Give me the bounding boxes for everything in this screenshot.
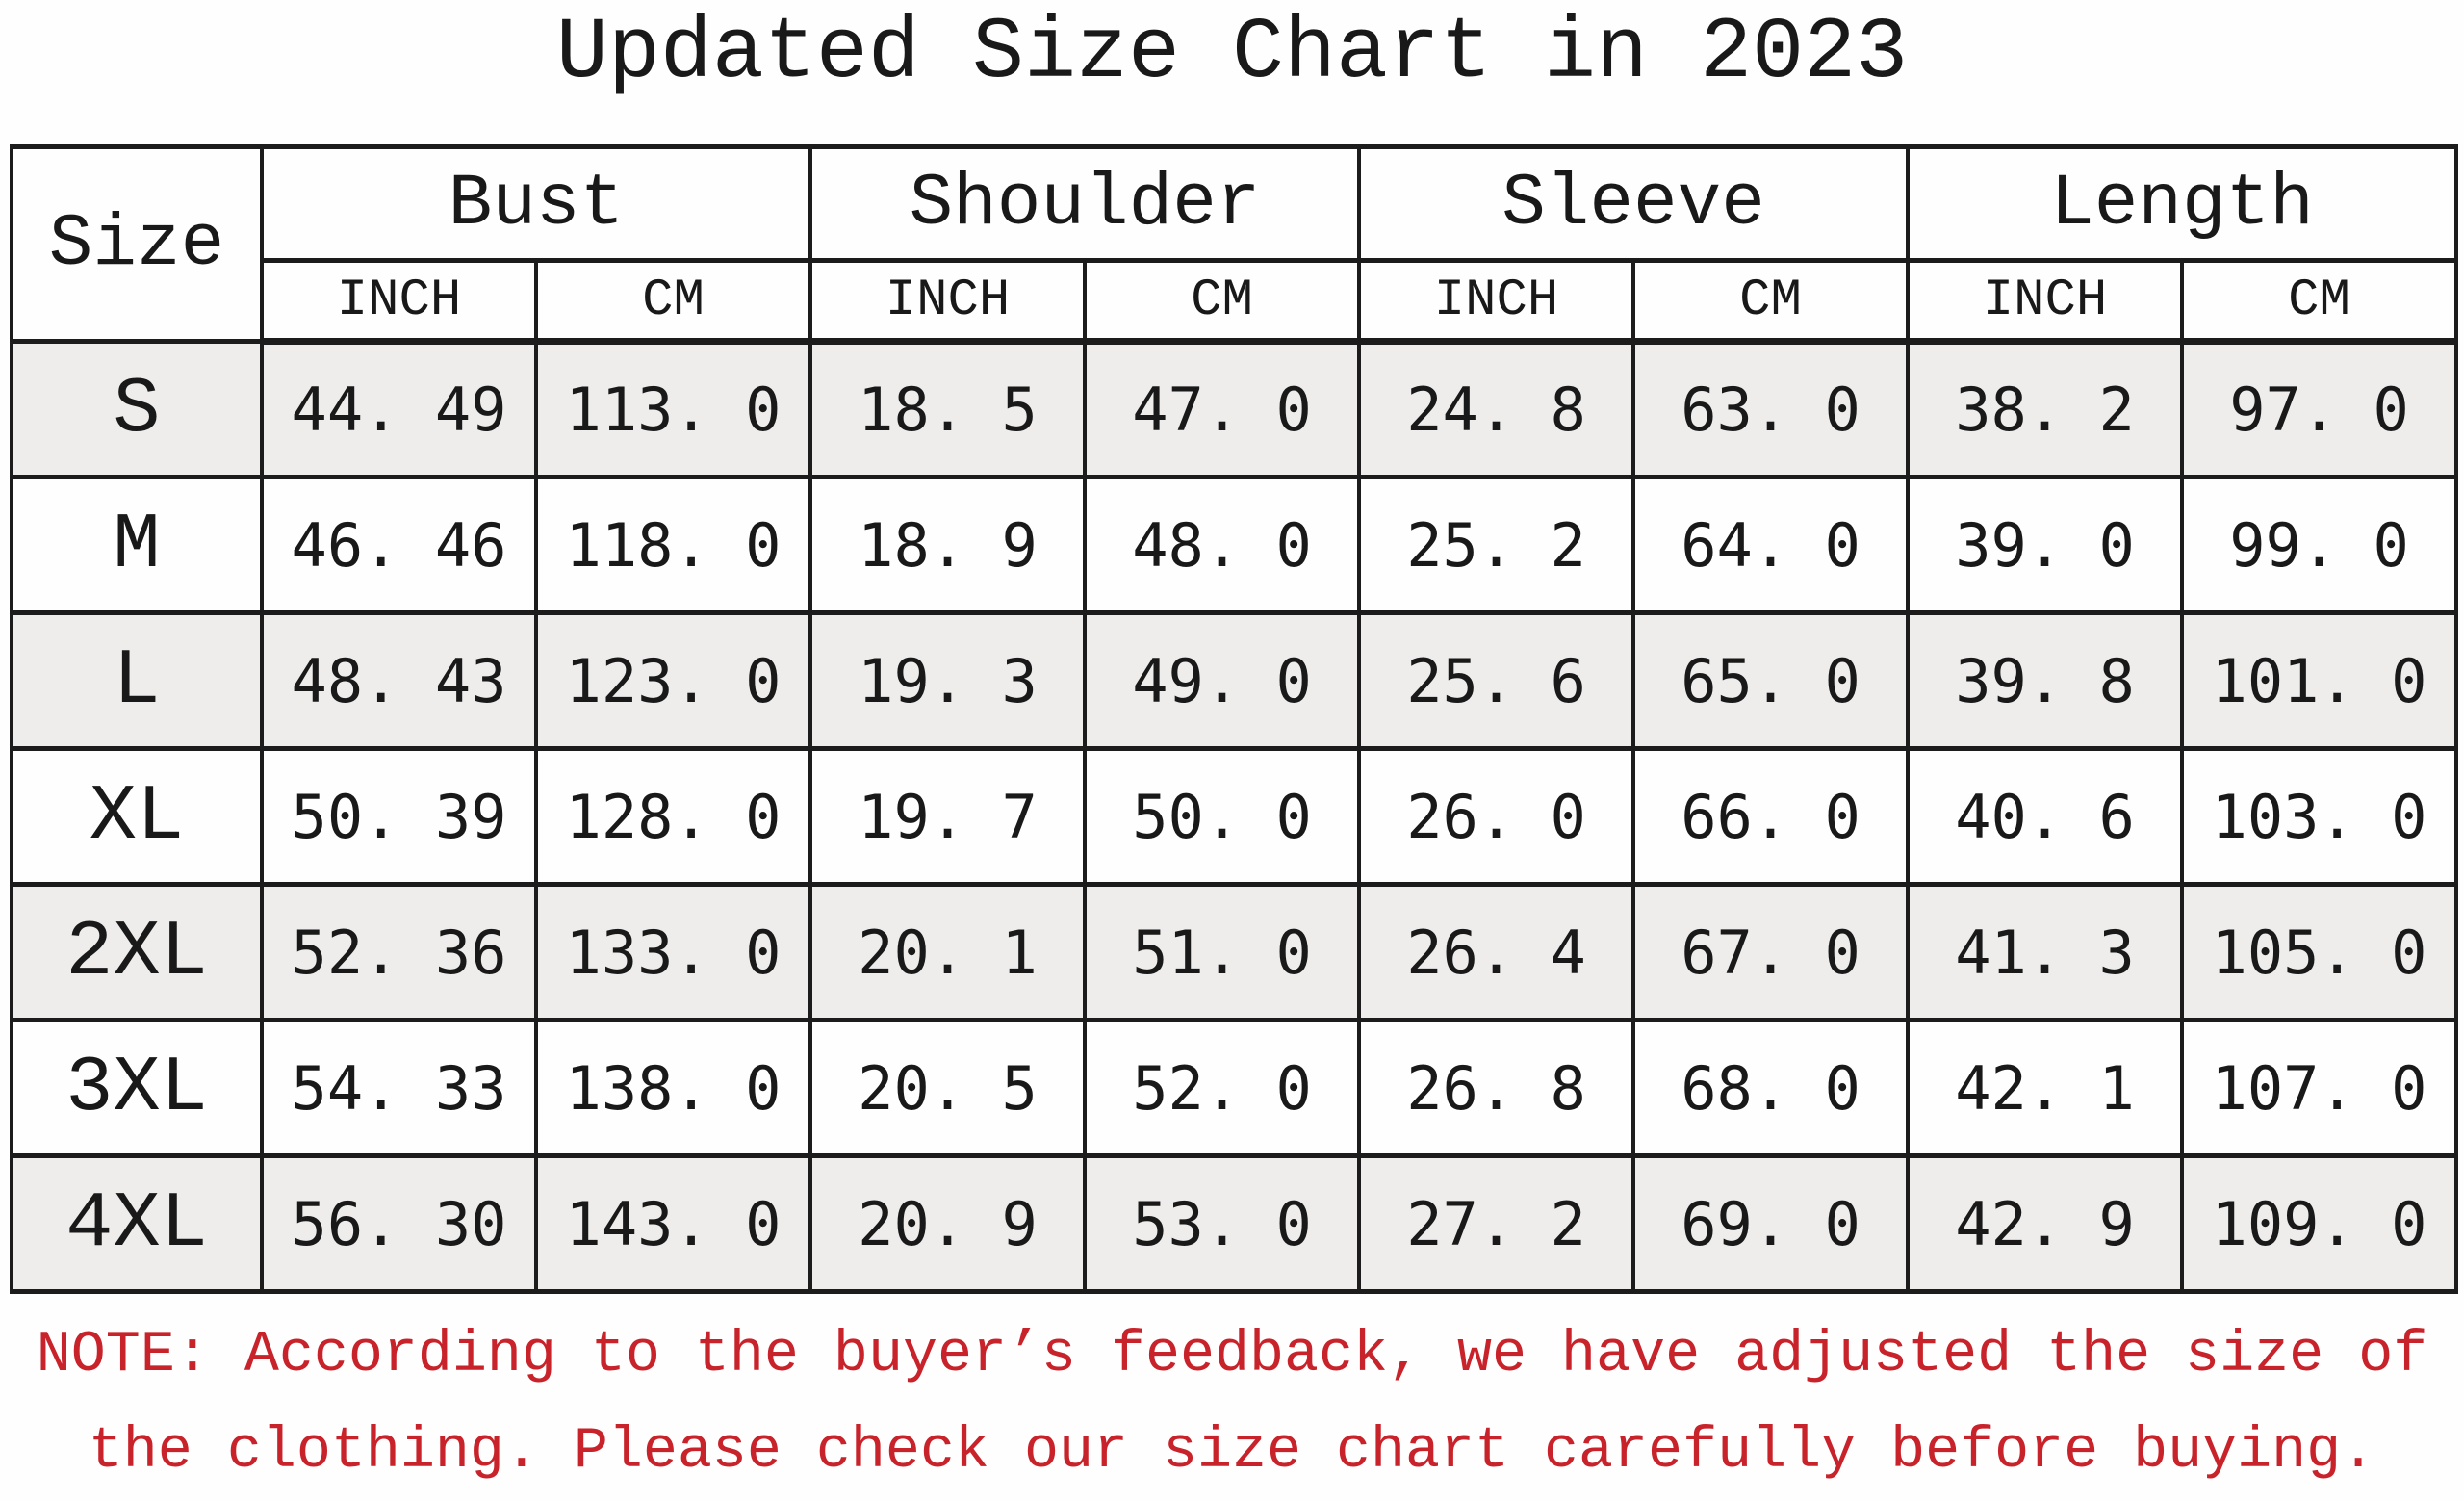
value-cell: 97. 0	[2180, 339, 2459, 479]
value-cell: 56. 30	[260, 1153, 538, 1294]
value-cell: 53. 0	[1082, 1153, 1362, 1294]
value-cell: 107. 0	[2180, 1018, 2459, 1158]
unit-header-cm: CM	[1631, 258, 1911, 345]
table-row-s: S 44. 49 113. 0 18. 5 47. 0 24. 8 63. 0 38. 2 97…	[10, 339, 2459, 479]
size-column-header: Size	[10, 144, 264, 344]
value-cell: 123. 0	[534, 610, 812, 751]
size-chart-table: Size Bust Shoulder Sleeve Length INCH CM INCH…	[10, 144, 2459, 1294]
value-cell: 133. 0	[534, 882, 812, 1022]
note-line-2: the clothing. Please check our size char…	[88, 1419, 2376, 1485]
value-cell: 38. 2	[1906, 339, 2185, 479]
value-cell: 51. 0	[1082, 882, 1362, 1022]
value-cell: 64. 0	[1631, 475, 1911, 615]
value-cell: 44. 49	[260, 339, 538, 479]
table-row-l: L 48. 43 123. 0 19. 3 49. 0 25. 6 65. 0 39. 8 10…	[10, 610, 2459, 751]
column-group-length: Length	[1906, 144, 2459, 263]
size-label-l: L	[10, 610, 264, 751]
unit-header-inch: INCH	[1906, 258, 2185, 345]
value-cell: 54. 33	[260, 1018, 538, 1158]
value-cell: 25. 6	[1357, 610, 1636, 751]
value-cell: 26. 8	[1357, 1018, 1636, 1158]
column-group-bust: Bust	[260, 144, 812, 263]
table-row-2xl: 2XL 52. 36 133. 0 20. 1 51. 0 26. 4 67. 0 41. 3…	[10, 882, 2459, 1022]
value-cell: 105. 0	[2180, 882, 2459, 1022]
size-label-m: M	[10, 475, 264, 615]
value-cell: 47. 0	[1082, 339, 1362, 479]
value-cell: 101. 0	[2180, 610, 2459, 751]
size-label-3xl: 3XL	[10, 1018, 264, 1158]
value-cell: 67. 0	[1631, 882, 1911, 1022]
value-cell: 99. 0	[2180, 475, 2459, 615]
table-header: Size Bust Shoulder Sleeve Length INCH CM INCH…	[10, 144, 2459, 345]
value-cell: 52. 0	[1082, 1018, 1362, 1158]
unit-header-inch: INCH	[808, 258, 1087, 345]
value-cell: 138. 0	[534, 1018, 812, 1158]
unit-header-cm: CM	[534, 258, 812, 345]
size-label-4xl: 4XL	[10, 1153, 264, 1294]
value-cell: 46. 46	[260, 475, 538, 615]
value-cell: 48. 43	[260, 610, 538, 751]
size-label-xl: XL	[10, 746, 264, 887]
table-body: S 44. 49 113. 0 18. 5 47. 0 24. 8 63. 0 38. 2 97…	[10, 339, 2459, 1294]
value-cell: 50. 0	[1082, 746, 1362, 887]
value-cell: 24. 8	[1357, 339, 1636, 479]
unit-header-inch: INCH	[1357, 258, 1636, 345]
header-unit-row: INCH CM INCH CM INCH CM INCH CM	[12, 258, 2459, 345]
table-row-3xl: 3XL 54. 33 138. 0 20. 5 52. 0 26. 8 68. 0 42. 1…	[10, 1018, 2459, 1158]
value-cell: 27. 2	[1357, 1153, 1636, 1294]
value-cell: 143. 0	[534, 1153, 812, 1294]
value-cell: 42. 1	[1906, 1018, 2185, 1158]
value-cell: 42. 9	[1906, 1153, 2185, 1294]
value-cell: 18. 5	[808, 339, 1087, 479]
value-cell: 20. 9	[808, 1153, 1087, 1294]
value-cell: 20. 5	[808, 1018, 1087, 1158]
value-cell: 113. 0	[534, 339, 812, 479]
unit-header-cm: CM	[2180, 258, 2459, 345]
value-cell: 26. 0	[1357, 746, 1636, 887]
table-row-4xl: 4XL 56. 30 143. 0 20. 9 53. 0 27. 2 69. 0 42. 9…	[10, 1153, 2459, 1294]
value-cell: 48. 0	[1082, 475, 1362, 615]
column-group-sleeve: Sleeve	[1357, 144, 1911, 263]
unit-header-cm: CM	[1082, 258, 1362, 345]
value-cell: 40. 6	[1906, 746, 2185, 887]
value-cell: 25. 2	[1357, 475, 1636, 615]
header-group-row: Size Bust Shoulder Sleeve Length	[10, 144, 2459, 344]
value-cell: 39. 0	[1906, 475, 2185, 615]
table-row-m: M 46. 46 118. 0 18. 9 48. 0 25. 2 64. 0 39. 0 99…	[10, 475, 2459, 615]
value-cell: 68. 0	[1631, 1018, 1911, 1158]
value-cell: 109. 0	[2180, 1153, 2459, 1294]
value-cell: 128. 0	[534, 746, 812, 887]
value-cell: 63. 0	[1631, 339, 1911, 479]
value-cell: 19. 3	[808, 610, 1087, 751]
unit-header-inch: INCH	[260, 258, 538, 345]
value-cell: 49. 0	[1082, 610, 1362, 751]
value-cell: 39. 8	[1906, 610, 2185, 751]
value-cell: 26. 4	[1357, 882, 1636, 1022]
note-line-1: NOTE: According to the buyer’s feedback,…	[36, 1323, 2428, 1388]
page-title: Updated Size Chart in 2023	[555, 5, 1909, 103]
value-cell: 19. 7	[808, 746, 1087, 887]
value-cell: 50. 39	[260, 746, 538, 887]
note-text: NOTE: According to the buyer’s feedback,…	[0, 1307, 2464, 1500]
size-label-s: S	[10, 339, 264, 479]
value-cell: 65. 0	[1631, 610, 1911, 751]
value-cell: 69. 0	[1631, 1153, 1911, 1294]
size-label-2xl: 2XL	[10, 882, 264, 1022]
value-cell: 52. 36	[260, 882, 538, 1022]
value-cell: 18. 9	[808, 475, 1087, 615]
value-cell: 103. 0	[2180, 746, 2459, 887]
column-group-shoulder: Shoulder	[808, 144, 1362, 263]
value-cell: 41. 3	[1906, 882, 2185, 1022]
value-cell: 118. 0	[534, 475, 812, 615]
value-cell: 66. 0	[1631, 746, 1911, 887]
value-cell: 20. 1	[808, 882, 1087, 1022]
